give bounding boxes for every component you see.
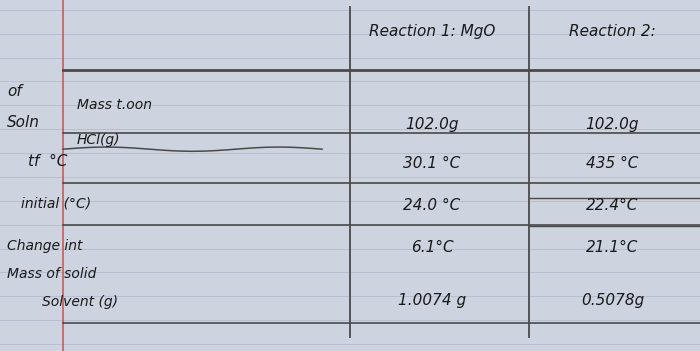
- Text: 22.4°C: 22.4°C: [587, 198, 638, 213]
- Text: Reaction 1: MgO: Reaction 1: MgO: [369, 24, 495, 39]
- Text: 1.0074 g: 1.0074 g: [398, 293, 466, 307]
- Text: 0.5078g: 0.5078g: [581, 293, 644, 307]
- Text: tf  °C: tf °C: [28, 154, 67, 169]
- Text: 24.0 °C: 24.0 °C: [403, 198, 461, 213]
- Text: Reaction 2:: Reaction 2:: [569, 24, 656, 39]
- Text: 6.1°C: 6.1°C: [411, 240, 453, 255]
- Text: 102.0g: 102.0g: [586, 117, 639, 132]
- Text: HCl(g): HCl(g): [77, 133, 120, 147]
- Text: 102.0g: 102.0g: [405, 117, 458, 132]
- Text: 21.1°C: 21.1°C: [587, 240, 638, 255]
- Text: Mass of solid: Mass of solid: [7, 267, 97, 281]
- Text: initial (°C): initial (°C): [21, 197, 91, 211]
- Text: of: of: [7, 84, 22, 99]
- Text: 30.1 °C: 30.1 °C: [403, 156, 461, 171]
- Text: Change int: Change int: [7, 239, 83, 253]
- Text: 435 °C: 435 °C: [587, 156, 638, 171]
- Text: Mass t.oon: Mass t.oon: [77, 98, 152, 112]
- Text: Solvent (g): Solvent (g): [42, 295, 118, 309]
- Text: Soln: Soln: [7, 115, 40, 130]
